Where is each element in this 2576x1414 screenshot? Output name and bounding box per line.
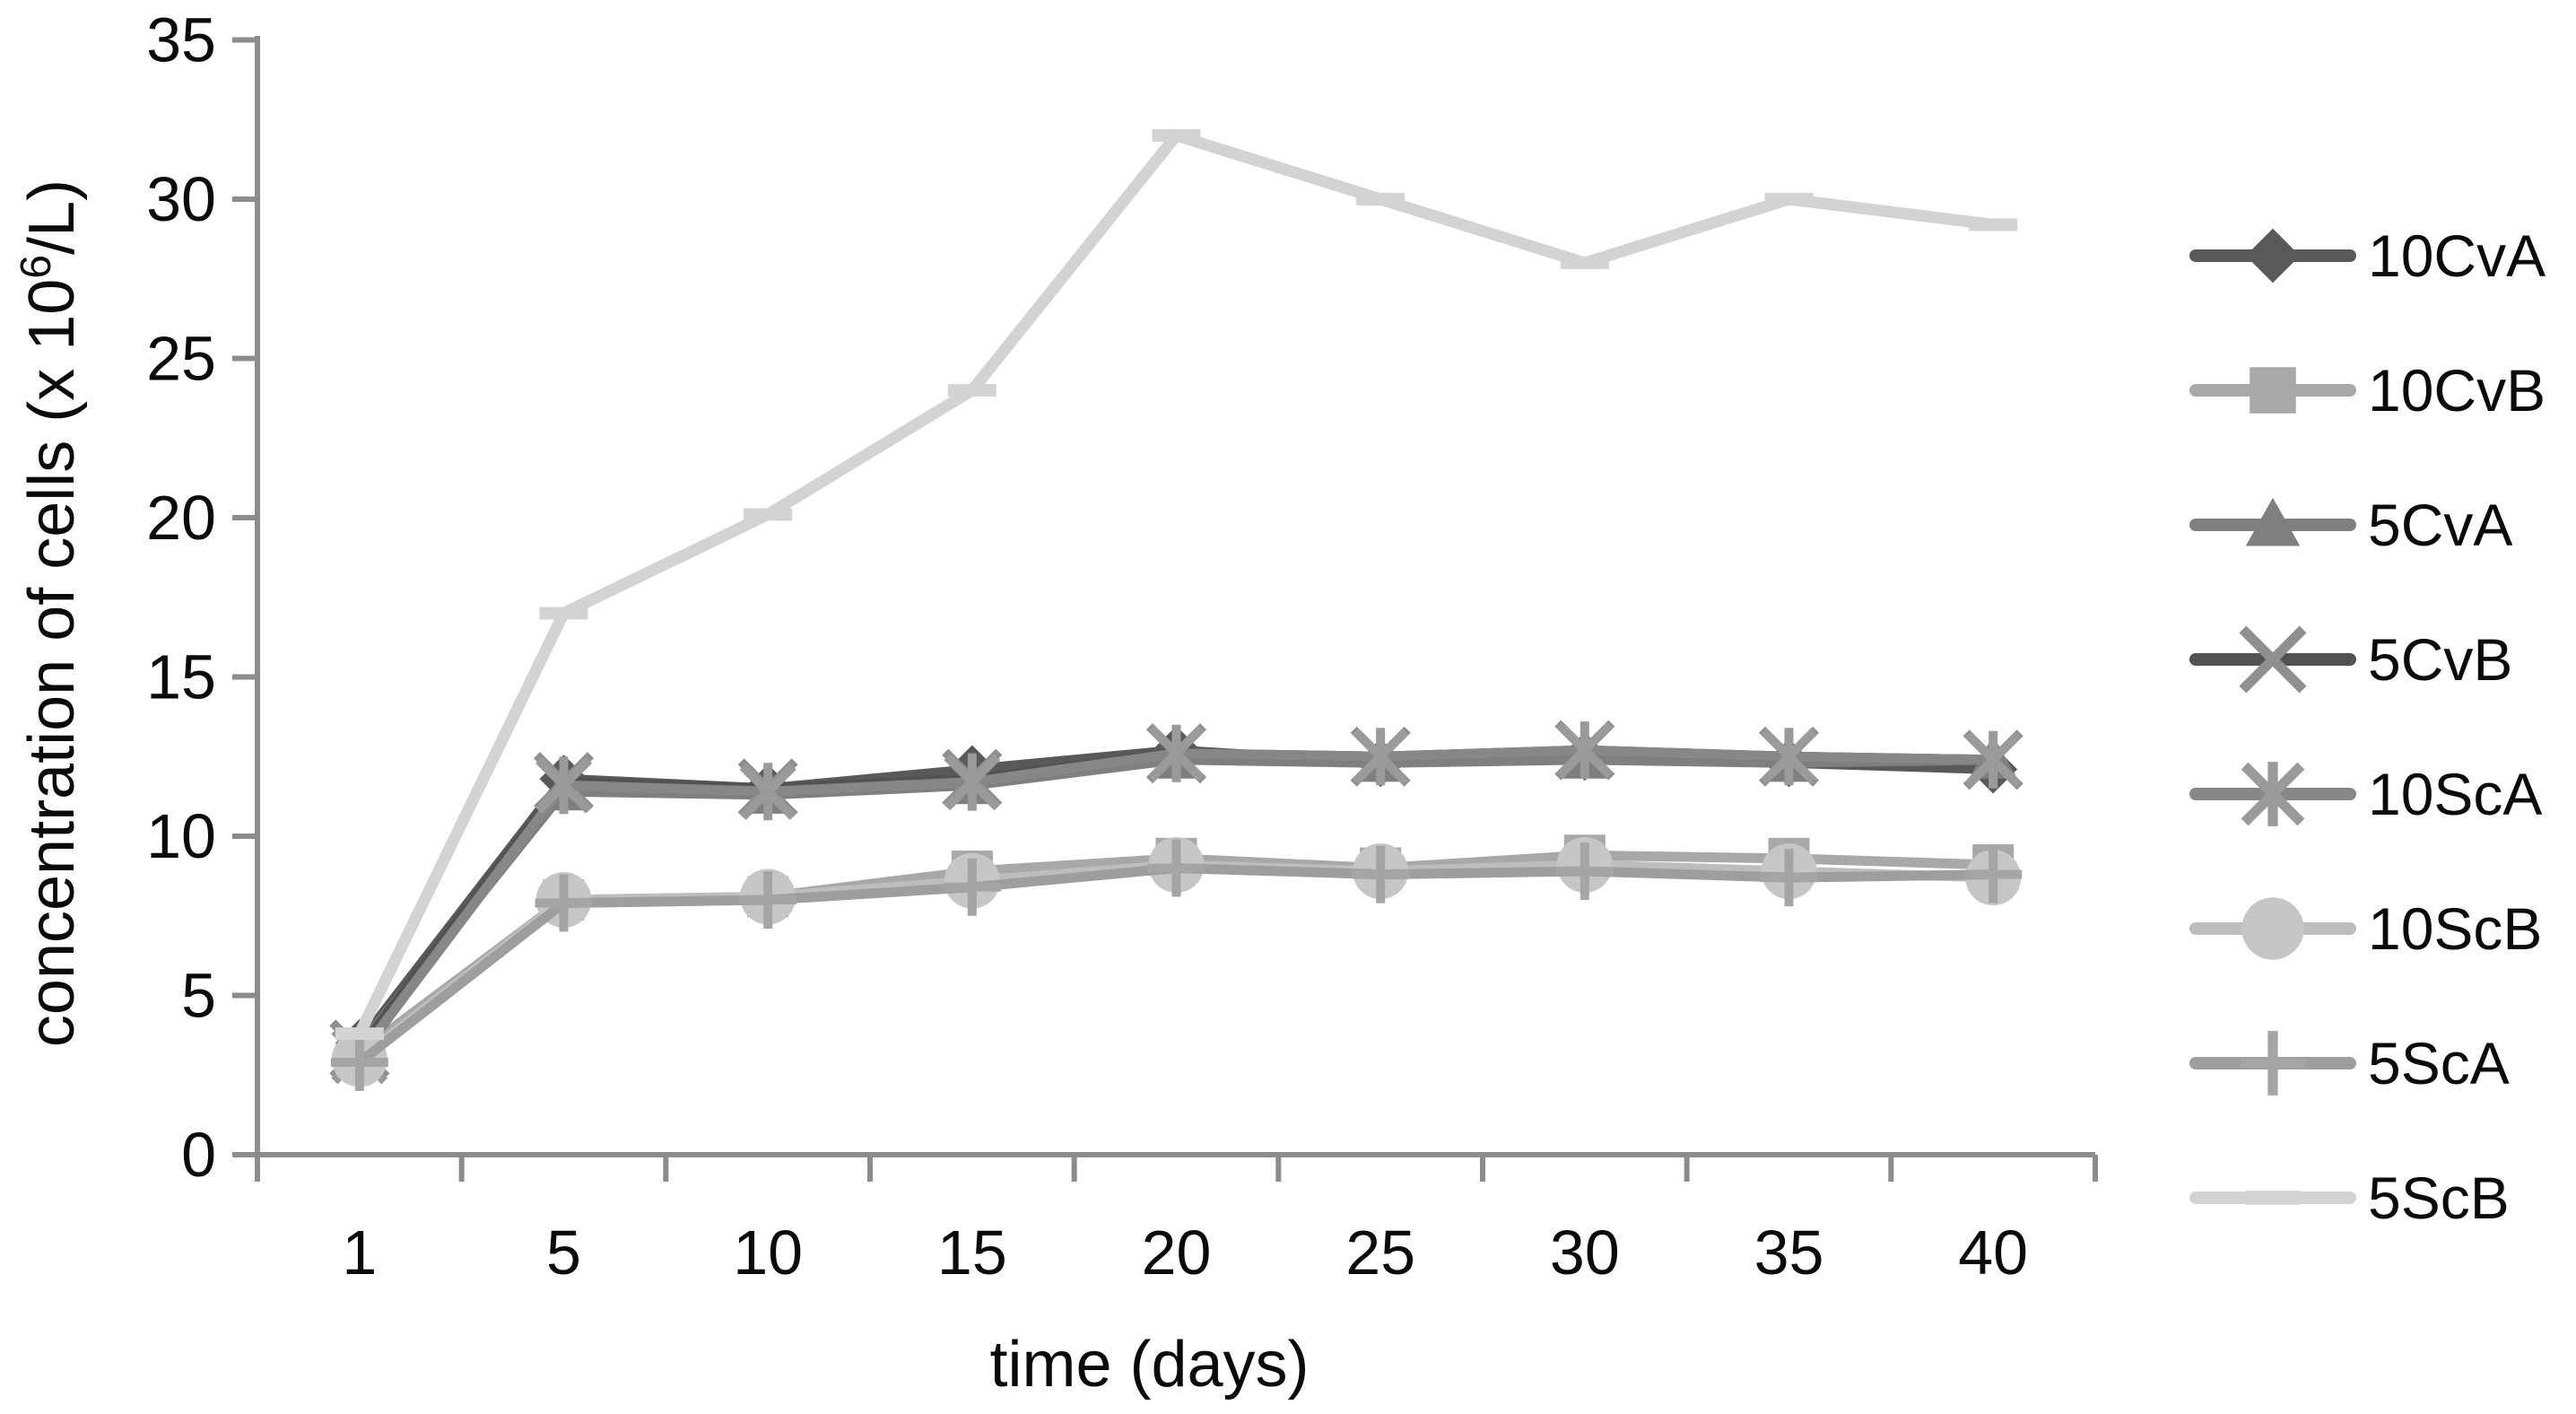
legend-label: 10ScB	[2368, 895, 2542, 962]
series-5ScA	[330, 839, 2023, 1092]
marker-plus	[535, 874, 593, 932]
marker-dash	[1969, 218, 2018, 231]
marker-dash	[1560, 257, 1609, 269]
legend-item-10CvA: 10CvA	[2189, 223, 2546, 289]
legend-item-10CvB: 10CvB	[2189, 357, 2546, 423]
marker-asterisk	[1964, 730, 2022, 789]
x-axis-tick-label: 15	[937, 1218, 1007, 1287]
y-axis-tick-label: 15	[146, 642, 216, 712]
marker-diamond	[2245, 228, 2301, 284]
legend-label: 5ScA	[2368, 1030, 2510, 1096]
marker-asterisk	[1352, 728, 1409, 786]
marker-plus	[1147, 839, 1205, 897]
legend-label: 10CvB	[2368, 357, 2546, 423]
marker-x	[2239, 625, 2307, 694]
marker-asterisk	[1760, 728, 1818, 786]
marker-asterisk	[1147, 724, 1205, 782]
y-axis-tick-label: 20	[146, 483, 216, 553]
legend-item-10ScA: 10ScA	[2189, 761, 2542, 827]
legend-item-5ScB: 5ScB	[2189, 1165, 2510, 1231]
y-axis-tick-label: 30	[146, 164, 216, 234]
marker-dash	[1764, 193, 1814, 205]
legend-label: 5CvA	[2368, 492, 2512, 558]
marker-plus	[1760, 849, 1818, 907]
marker-asterisk	[739, 763, 796, 821]
marker-dash	[335, 1027, 384, 1041]
x-axis-tick-label: 1	[342, 1218, 377, 1287]
marker-square	[2250, 367, 2296, 414]
x-axis-tick-label: 5	[546, 1218, 581, 1287]
legend-item-5CvB: 5CvB	[2189, 625, 2512, 694]
x-axis-tick-label: 10	[733, 1218, 803, 1287]
legend-item-5CvA: 5CvA	[2189, 492, 2512, 558]
marker-plus	[943, 858, 1001, 916]
marker-asterisk	[1556, 721, 1614, 780]
marker-asterisk	[535, 756, 593, 815]
marker-plus	[2241, 1031, 2305, 1095]
marker-plus	[1964, 845, 2023, 903]
marker-dash	[1152, 129, 1201, 142]
marker-dash	[744, 508, 793, 521]
marker-plus	[1352, 845, 1410, 903]
legend-item-5ScA: 5ScA	[2189, 1030, 2510, 1096]
legend-label: 5CvB	[2368, 626, 2512, 693]
y-axis-tick-label: 35	[146, 5, 216, 75]
marker-asterisk	[2241, 762, 2305, 826]
x-axis-tick-label: 20	[1142, 1218, 1212, 1287]
marker-dash	[1356, 193, 1405, 205]
y-axis-tick-label: 25	[146, 324, 216, 394]
legend: 10CvA 10CvB 5CvA 5CvB 10ScA 10ScB 5ScA 5ScB	[2189, 223, 2546, 1231]
legend-label: 10ScA	[2368, 761, 2542, 827]
x-axis-tick-label: 25	[1345, 1218, 1415, 1287]
y-axis-tick-label: 0	[181, 1120, 216, 1190]
marker-asterisk	[944, 753, 1001, 811]
y-axis-tick-label: 10	[146, 801, 216, 871]
marker-plus	[739, 871, 797, 929]
y-axis-title: concentration of cells (x 106/L)	[13, 179, 88, 1047]
marker-dash	[539, 607, 588, 620]
x-axis-title: time (days)	[989, 1329, 1309, 1401]
series-10ScA	[331, 721, 2022, 1085]
marker-plus	[1555, 842, 1614, 901]
legend-item-10ScB: 10ScB	[2189, 895, 2542, 962]
marker-plus	[330, 1034, 388, 1092]
legend-label: 10CvA	[2368, 223, 2546, 289]
x-axis-tick-label: 30	[1550, 1218, 1620, 1287]
series-5ScB	[335, 128, 2018, 1041]
marker-circle	[2241, 897, 2304, 960]
y-axis-tick-label: 5	[181, 961, 216, 1031]
marker-triangle	[2245, 497, 2301, 546]
x-axis-tick-label: 40	[1958, 1218, 2028, 1287]
marker-dash	[947, 384, 996, 397]
legend-label: 5ScB	[2368, 1165, 2510, 1231]
x-axis-tick-label: 35	[1754, 1218, 1824, 1287]
marker-dash	[2245, 1191, 2301, 1205]
